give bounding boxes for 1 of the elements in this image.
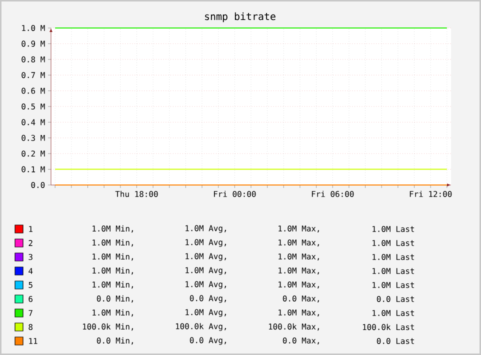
chart-title: snmp bitrate <box>205 12 276 22</box>
